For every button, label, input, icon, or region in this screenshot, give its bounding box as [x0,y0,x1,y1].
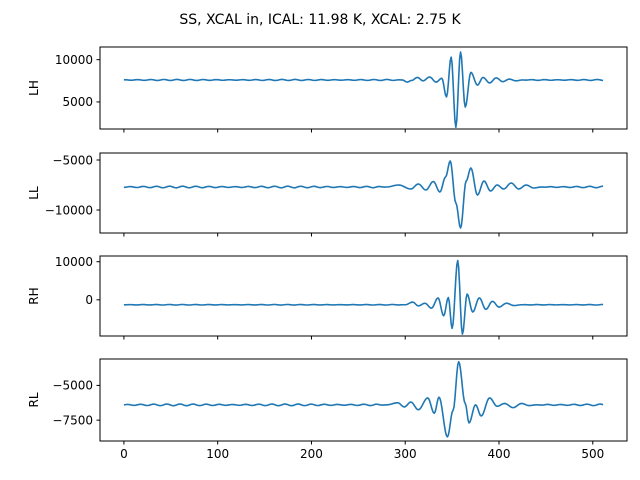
series-line-lh [123,51,604,129]
y-tick-label: 10000 [55,53,93,67]
x-tick-label: 300 [394,447,417,461]
subplot-ll: −5000 −10000 LL [27,152,628,237]
y-axis-label: RH [27,287,41,304]
y-tick-label: 0 [85,293,93,307]
series-line-ll [123,160,604,229]
y-axis-label: RL [27,392,41,407]
axes-frame [99,152,628,234]
subplot-rl: −5000 −7500 RL 0 100 200 300 400 500 [27,358,628,461]
subplot-rh: 10000 0 RH [27,255,628,340]
x-tick-label: 500 [581,447,604,461]
axes-frame [99,46,628,130]
x-tick-label: 400 [488,447,511,461]
series-line-rl [123,360,604,438]
y-tick-label: 5000 [62,95,93,109]
y-tick-label: 10000 [55,255,93,269]
axes-frame [99,255,628,337]
series-line-rh [123,259,604,335]
x-tick-label: 0 [120,447,128,461]
y-tick-label: −5000 [52,379,93,393]
y-tick-label: −5000 [52,153,93,167]
x-tick-label: 200 [300,447,323,461]
chart-suptitle: SS, XCAL in, ICAL: 11.98 K, XCAL: 2.75 K [179,12,461,28]
y-tick-label: −10000 [45,203,93,217]
y-axis-label: LL [27,186,41,200]
y-axis-label: LH [27,80,41,96]
subplot-lh: 10000 5000 LH [27,46,628,133]
axes-frame [99,358,628,442]
y-tick-label: −7500 [52,413,93,427]
subplots-container: 100005000LH−5000−10000LL100000RH−5000−75… [27,46,628,461]
x-tick-label: 100 [206,447,229,461]
